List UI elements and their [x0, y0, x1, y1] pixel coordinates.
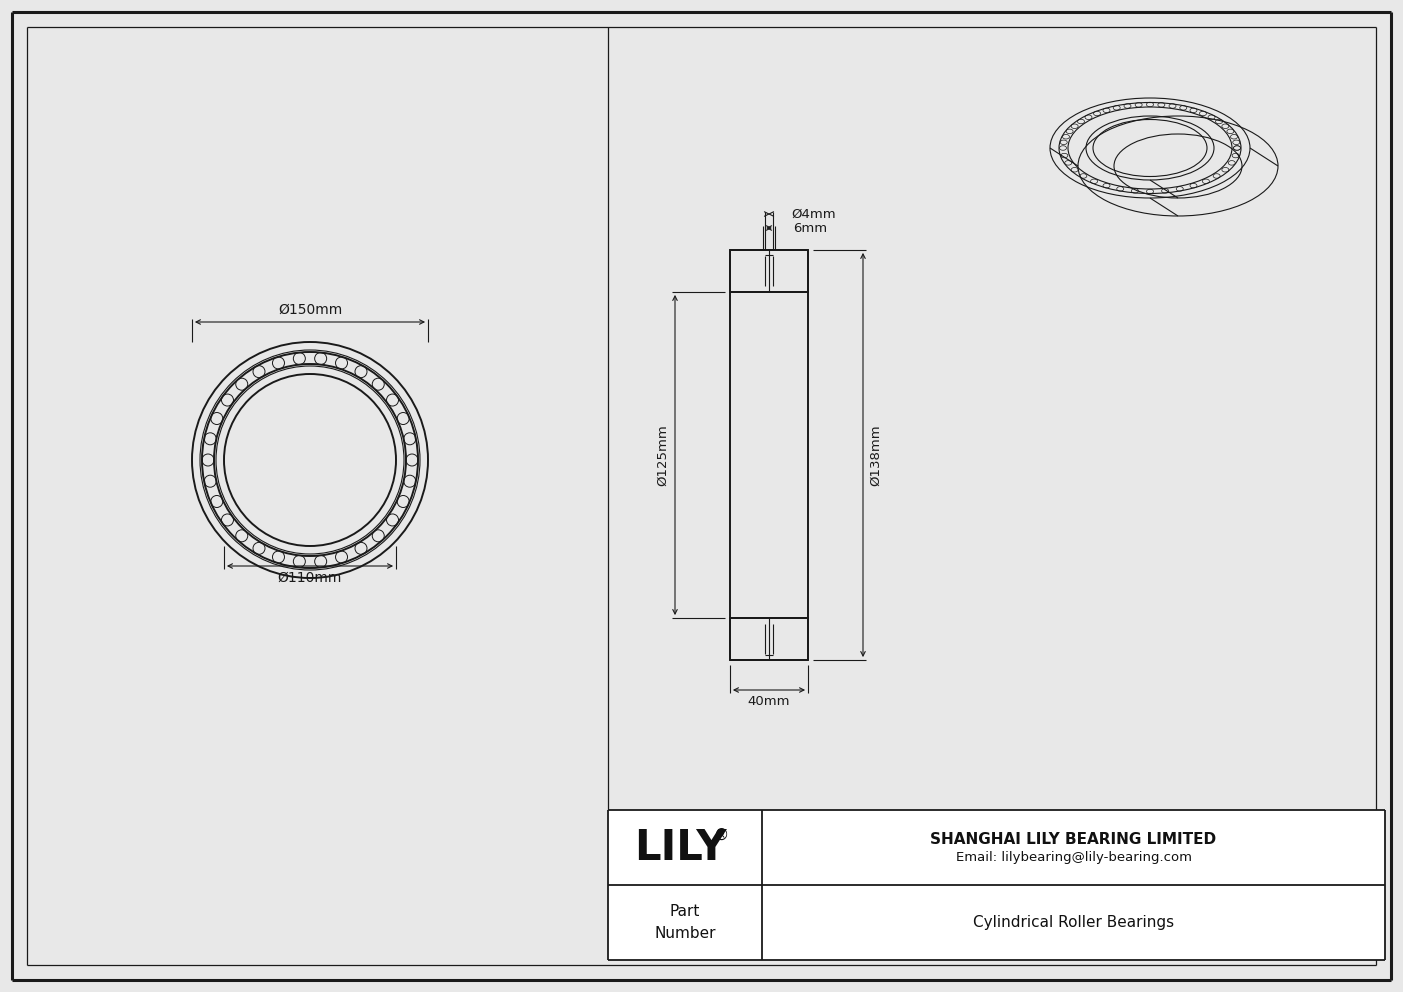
- Text: Email: lilybearing@lily-bearing.com: Email: lilybearing@lily-bearing.com: [955, 851, 1191, 864]
- Text: Ø138mm: Ø138mm: [868, 425, 882, 486]
- Text: 6mm: 6mm: [793, 221, 826, 234]
- Bar: [730, 618, 808, 660]
- Text: Ø110mm: Ø110mm: [278, 571, 342, 585]
- Text: 40mm: 40mm: [748, 695, 790, 708]
- Bar: [730, 250, 808, 292]
- Text: Ø125mm: Ø125mm: [657, 425, 669, 486]
- Text: LILY: LILY: [634, 826, 727, 869]
- Text: Part
Number: Part Number: [654, 905, 716, 940]
- Text: SHANGHAI LILY BEARING LIMITED: SHANGHAI LILY BEARING LIMITED: [930, 832, 1216, 847]
- Text: Ø4mm: Ø4mm: [791, 207, 836, 220]
- Text: ®: ®: [714, 828, 730, 843]
- Text: Ø150mm: Ø150mm: [278, 303, 342, 317]
- Bar: [607, 810, 1385, 960]
- Text: Cylindrical Roller Bearings: Cylindrical Roller Bearings: [972, 915, 1174, 930]
